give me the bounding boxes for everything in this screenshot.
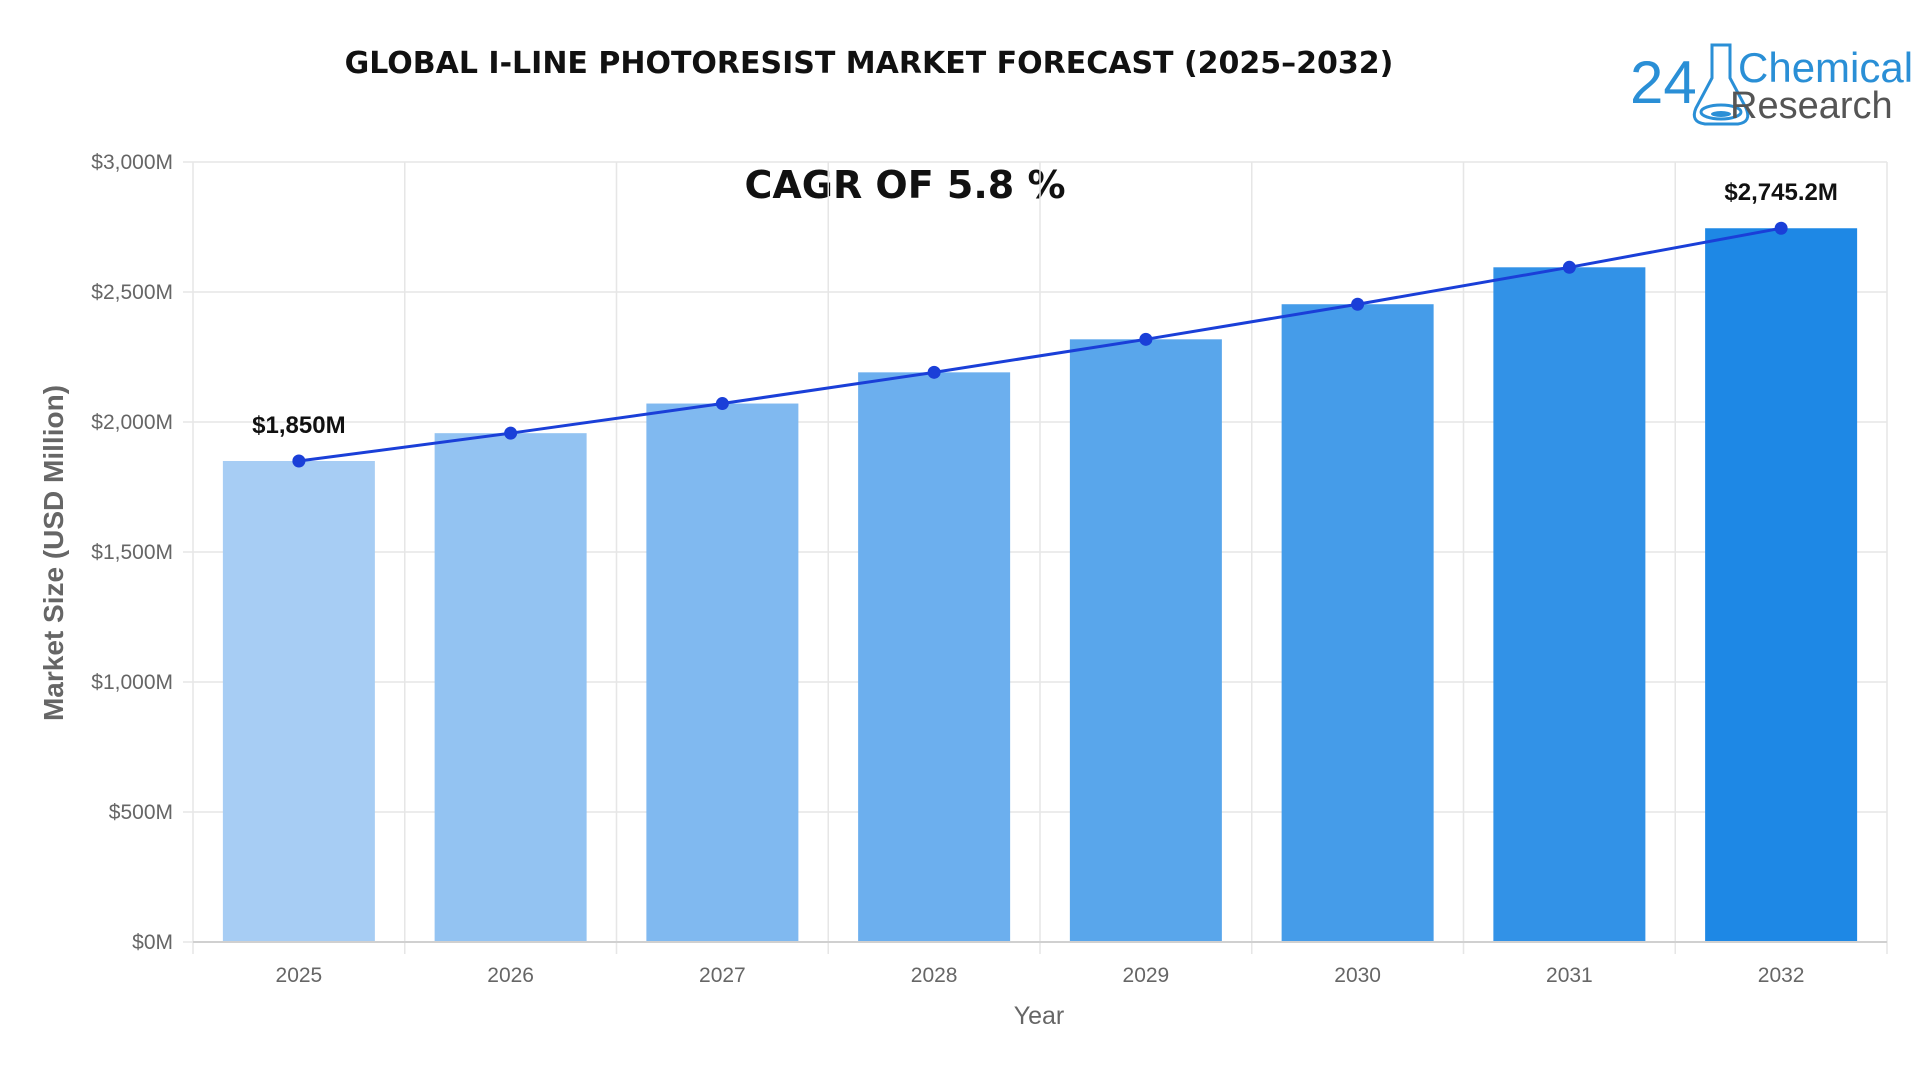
logo: 24 Chemical Research bbox=[1630, 43, 1913, 127]
x-tick-label: 2032 bbox=[1758, 964, 1805, 987]
bar-2029 bbox=[1069, 339, 1222, 942]
x-tick-label: 2031 bbox=[1546, 964, 1593, 987]
trend-point-2025 bbox=[292, 454, 306, 468]
bar-2031 bbox=[1493, 267, 1646, 942]
logo-number: 24 bbox=[1630, 49, 1697, 116]
trend-point-2028 bbox=[927, 365, 941, 379]
y-tick-label: $500M bbox=[109, 801, 173, 824]
trend-line bbox=[298, 226, 1782, 463]
trend-point-2026 bbox=[504, 426, 518, 440]
trend-line-group bbox=[292, 221, 1788, 468]
y-tick-label: $2,000M bbox=[91, 411, 173, 434]
x-tick-label: 2029 bbox=[1123, 964, 1170, 987]
data-label-2025: $1,850M bbox=[252, 412, 345, 439]
y-tick-label: $0M bbox=[132, 931, 173, 954]
logo-word-research: Research bbox=[1730, 85, 1893, 127]
y-tick-label: $1,500M bbox=[91, 541, 173, 564]
bar-2030 bbox=[1281, 304, 1434, 943]
bar-2026 bbox=[434, 433, 587, 942]
x-axis-title: Year bbox=[1014, 1002, 1065, 1030]
trend-point-2032 bbox=[1774, 221, 1788, 235]
y-tick-label: $3,000M bbox=[91, 151, 173, 174]
x-tick-label: 2027 bbox=[699, 964, 746, 987]
bar-2027 bbox=[646, 403, 799, 942]
y-axis-title: Market Size (USD Million) bbox=[38, 385, 69, 721]
bar-2025 bbox=[222, 461, 375, 942]
y-tick-label: $1,000M bbox=[91, 671, 173, 694]
flask-icon bbox=[1692, 43, 1750, 126]
trend-point-2027 bbox=[715, 397, 729, 411]
x-tick-label: 2030 bbox=[1334, 964, 1381, 987]
trend-point-2029 bbox=[1139, 332, 1153, 346]
x-tick-label: 2026 bbox=[487, 964, 534, 987]
x-tick-label: 2028 bbox=[911, 964, 958, 987]
trend-point-2031 bbox=[1562, 260, 1576, 274]
x-axis-ticks: 2025 2026 2027 2028 2029 2030 2031 2032 bbox=[276, 964, 1805, 987]
data-label-2032: $2,745.2M bbox=[1724, 179, 1837, 206]
bars bbox=[222, 228, 1858, 943]
bar-2028 bbox=[858, 372, 1011, 943]
cagr-label: CAGR OF 5.8 % bbox=[744, 163, 1065, 207]
logo-word-chemical: Chemical bbox=[1738, 44, 1913, 91]
y-tick-label: $2,500M bbox=[91, 281, 173, 304]
chart-title: GLOBAL I-LINE PHOTORESIST MARKET FORECAS… bbox=[345, 46, 1394, 81]
bar-2032 bbox=[1705, 228, 1858, 943]
y-axis-ticks: $0M $500M $1,000M $1,500M $2,000M $2,500M $3,0… bbox=[91, 151, 173, 954]
trend-point-2030 bbox=[1351, 297, 1365, 311]
x-tick-label: 2025 bbox=[276, 964, 323, 987]
data-labels: $1,850M $2,745.2M bbox=[252, 179, 1838, 439]
